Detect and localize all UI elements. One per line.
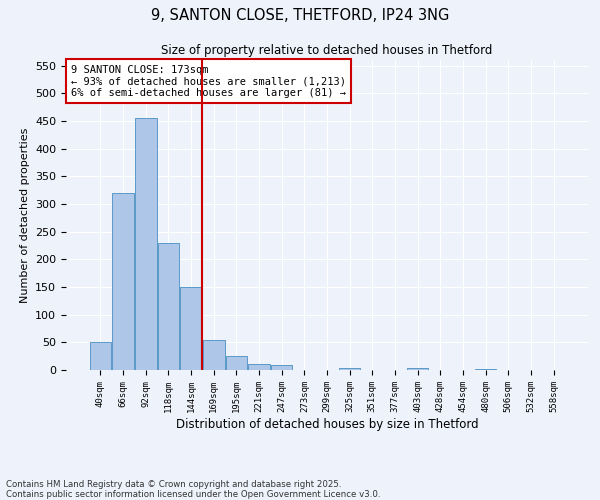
Bar bbox=[135, 118, 157, 370]
Bar bbox=[90, 342, 111, 370]
Bar bbox=[181, 287, 202, 370]
Bar bbox=[248, 364, 270, 370]
Y-axis label: Number of detached properties: Number of detached properties bbox=[20, 128, 29, 302]
Text: 9, SANTON CLOSE, THETFORD, IP24 3NG: 9, SANTON CLOSE, THETFORD, IP24 3NG bbox=[151, 8, 449, 22]
Title: Size of property relative to detached houses in Thetford: Size of property relative to detached ho… bbox=[161, 44, 493, 58]
Bar bbox=[203, 340, 224, 370]
Bar bbox=[475, 369, 496, 370]
Bar bbox=[158, 242, 179, 370]
Bar bbox=[339, 368, 361, 370]
Bar bbox=[226, 356, 247, 370]
X-axis label: Distribution of detached houses by size in Thetford: Distribution of detached houses by size … bbox=[176, 418, 478, 430]
Bar bbox=[271, 365, 292, 370]
Bar bbox=[112, 193, 134, 370]
Text: 9 SANTON CLOSE: 173sqm
← 93% of detached houses are smaller (1,213)
6% of semi-d: 9 SANTON CLOSE: 173sqm ← 93% of detached… bbox=[71, 64, 346, 98]
Text: Contains HM Land Registry data © Crown copyright and database right 2025.
Contai: Contains HM Land Registry data © Crown c… bbox=[6, 480, 380, 499]
Bar bbox=[407, 368, 428, 370]
